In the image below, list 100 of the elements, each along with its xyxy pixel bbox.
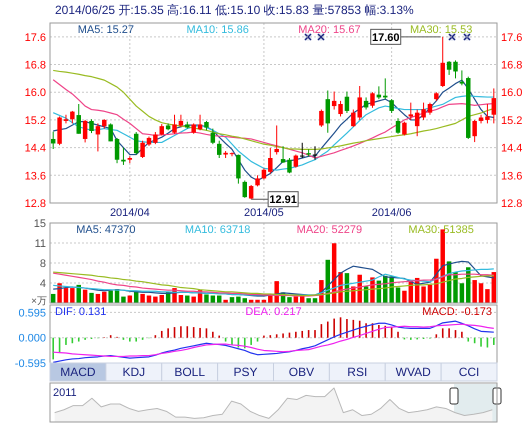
text: MA5: 47370 [76,224,136,236]
candlestick [268,147,273,174]
y-tick-label: 0.000 [18,332,46,345]
x-tick-label: 2014/06 [372,207,412,219]
y-tick-label: 15.2 [24,114,46,127]
candlestick [492,88,496,124]
candlestick [338,100,343,117]
candlestick [351,109,356,128]
candlestick [204,120,209,131]
text: PSY [234,365,258,379]
annotation: 12.91 [269,194,297,206]
candlestick [262,168,266,180]
candlestick [319,109,324,128]
candlestick [274,124,279,156]
text: BOLL [174,365,206,379]
bar [332,243,336,303]
annotation: 2011 [53,387,77,399]
candlestick [364,96,368,110]
y2-tick-label: 13.6 [501,170,522,182]
candlestick [108,122,113,142]
y-tick-label: 8 [40,258,46,270]
bar [108,290,113,303]
bar [204,294,209,303]
chart-title: 2014/06/25 开:15.35 高:16.11 低:15.10 收:15.83 量:57853 幅:3.13% [55,3,414,17]
bar [160,295,164,303]
text: MA20: 52279 [296,224,362,236]
candlestick [96,122,100,152]
y-tick-label: 0.595 [18,307,46,320]
text: OBV [288,365,314,379]
y2-tick-label: 14.4 [501,142,522,155]
candlestick [82,119,88,143]
candlestick [210,128,216,145]
bar [492,272,496,303]
candlestick [102,118,107,130]
bar [440,229,445,303]
y2-tick-label: 15.2 [501,114,522,127]
x-tick-label: 2014/05 [244,207,284,219]
candlestick [134,132,138,156]
candlestick [255,174,260,187]
candlestick [294,154,298,168]
text: RSI [347,365,368,379]
bar [128,296,132,303]
text: MA30: 51385 [408,224,474,236]
x-tick-label: 2014/04 [110,207,150,219]
text: MA20: 15.67 [298,24,361,36]
y-tick-label: 17.6 [24,32,46,44]
bar [76,284,81,303]
y-tick-label: 16.8 [24,60,46,72]
y-tick-label: 13.6 [24,170,46,182]
text: MA30: 15.53 [410,24,472,36]
text: DEA: 0.217 [245,306,302,318]
line-series [52,320,494,363]
y-tick-label: -0.595 [14,358,46,370]
y-tick-label: 15 [34,218,46,230]
candlestick [114,137,120,164]
bar [396,288,400,303]
candlestick [370,92,375,108]
bar [216,296,222,303]
bar [210,296,216,303]
candlestick [414,109,420,137]
text: MA10: 63718 [184,224,250,236]
annotation: 17.60 [372,32,400,44]
line-series [52,324,494,358]
candlestick [236,154,241,184]
candlestick [357,86,362,120]
candlestick [121,147,126,166]
candlestick [402,121,407,136]
candlestick [389,98,394,114]
candlestick [472,119,477,143]
bar [102,292,107,303]
bar [268,296,273,303]
bar [50,294,56,303]
candlestick [446,60,452,76]
y-tick-label: 14.4 [24,142,46,155]
y2-tick-label: 16.0 [501,87,522,100]
y-tick-label: 4 [40,278,46,290]
y2-tick-label: 16.8 [501,60,522,72]
text: CCI [458,365,480,379]
text: WVAD [396,365,432,379]
bar [306,298,311,303]
bar [96,294,100,303]
y2-tick-label: 17.6 [501,32,522,44]
candlestick [50,131,56,150]
candlestick [383,78,388,100]
candlestick [70,110,75,124]
text: MA5: 15.27 [78,24,134,36]
y-tick-label: 11 [34,238,46,250]
candlestick [396,118,400,134]
text: KDJ [122,365,146,379]
candlestick [160,124,164,136]
candlestick [191,122,196,134]
candlestick [153,132,158,145]
bar [82,290,88,303]
candlestick [344,91,350,114]
bar [242,298,247,303]
y-tick-label: 12.8 [24,198,46,210]
bar [153,296,158,303]
bar [460,283,464,303]
bar [185,296,190,303]
candlestick [216,140,222,158]
